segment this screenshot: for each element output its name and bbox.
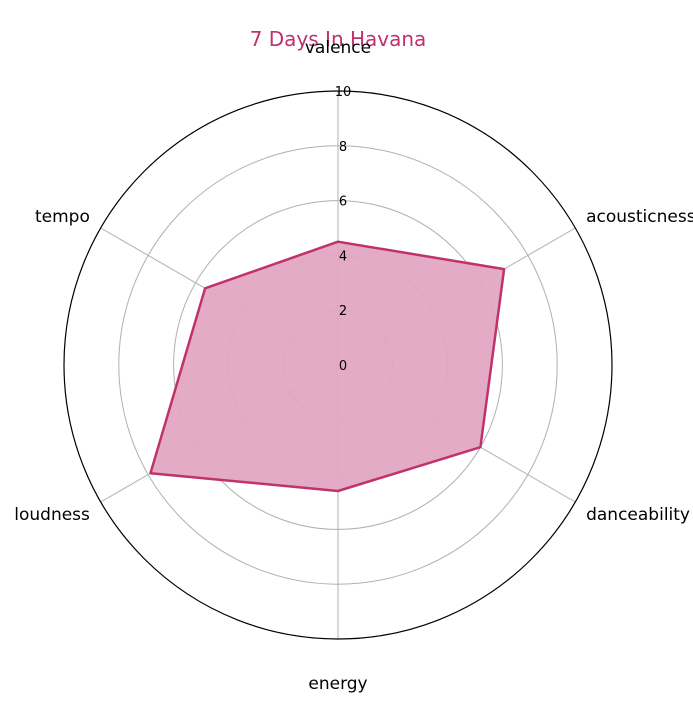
axis-label-acousticness: acousticness <box>586 207 693 227</box>
axis-label-danceability: danceability <box>586 505 690 525</box>
axis-label-tempo: tempo <box>35 207 90 227</box>
outer-frame <box>63 90 613 640</box>
r-tick-label: 8 <box>339 140 347 155</box>
axis-labels: valence acousticness danceability energy lou… <box>14 38 693 694</box>
r-tick-label: 4 <box>339 249 347 264</box>
axis-label-energy: energy <box>308 674 367 694</box>
r-tick-label: 2 <box>339 304 347 319</box>
series-area <box>150 241 505 491</box>
r-tick-label: 0 <box>339 359 347 374</box>
chart-title: 7 Days In Havana <box>250 27 427 51</box>
axis-label-loudness: loudness <box>14 505 90 525</box>
axis-label-valence: valence <box>305 38 371 58</box>
series-line <box>149 240 506 493</box>
r-tick-label: 10 <box>335 85 352 100</box>
series-layer <box>149 240 506 493</box>
tick-labels: 0 2 4 6 8 10 <box>335 85 352 374</box>
r-tick-label: 6 <box>339 195 347 210</box>
